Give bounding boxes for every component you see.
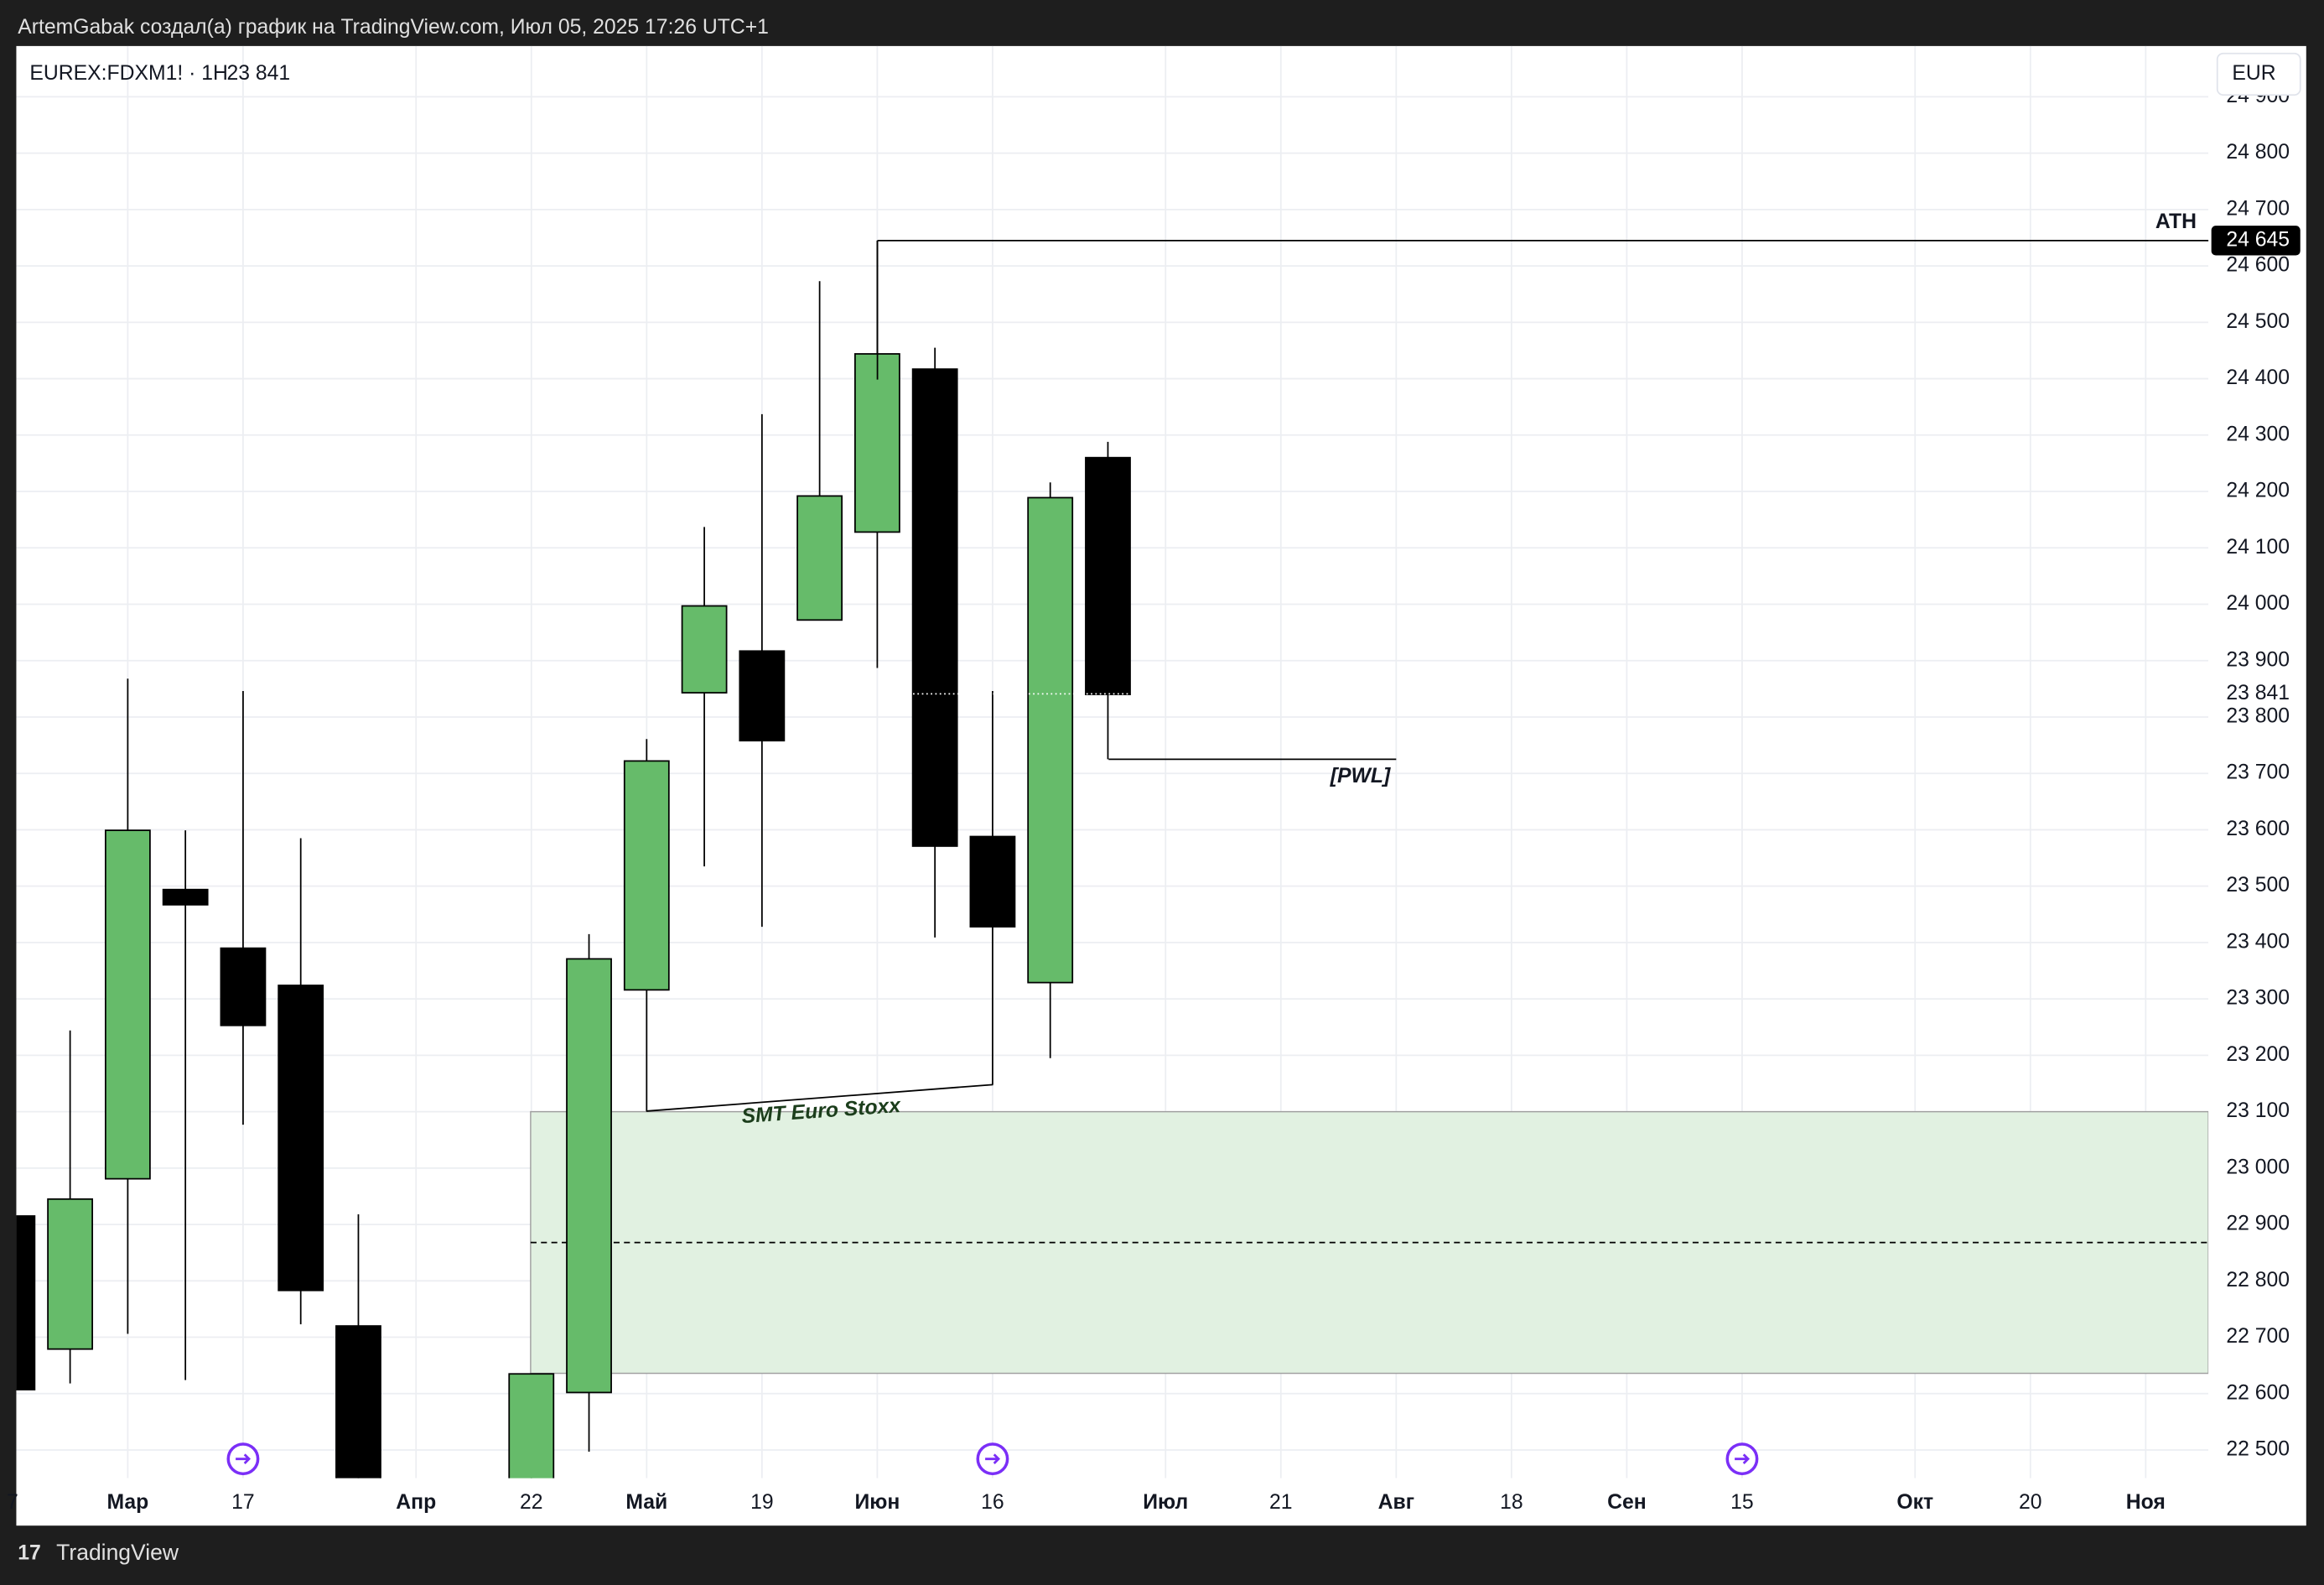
x-tick-label: 19 <box>750 1491 774 1514</box>
y-tick-label: 23 800 <box>2226 705 2290 728</box>
ath-price-box <box>2211 226 2301 256</box>
y-tick-label: 22 600 <box>2226 1381 2290 1404</box>
x-tick-label: 17 <box>231 1491 255 1514</box>
y-tick-label: 24 700 <box>2226 197 2290 220</box>
y-tick-label: 23 100 <box>2226 1099 2290 1122</box>
candle-body <box>796 495 843 621</box>
ath-text: ATH <box>2155 210 2197 233</box>
candle-body <box>335 1325 381 1478</box>
y-tick-label: 24 200 <box>2226 480 2290 502</box>
candle-body <box>1085 456 1131 695</box>
event-icon-arrow <box>985 1453 1001 1464</box>
y-tick-label: 23 200 <box>2226 1043 2290 1066</box>
candle-body <box>969 835 1016 928</box>
y-tick-label: 22 500 <box>2226 1438 2290 1461</box>
event-icon-arrow <box>236 1453 252 1464</box>
candle-body <box>1027 496 1074 984</box>
x-tick-label: Июл <box>1143 1491 1188 1514</box>
credit: ArtemGabak создал(а) график на TradingVi… <box>18 16 769 39</box>
candle-body <box>47 1198 94 1350</box>
x-tick-label: Апр <box>396 1491 436 1514</box>
candle-body <box>853 353 900 533</box>
event-icon-arrow <box>1735 1453 1751 1464</box>
x-tick-label: Авг <box>1378 1491 1414 1514</box>
y-tick-label: 24 000 <box>2226 592 2290 615</box>
y-tick-label: 22 900 <box>2226 1213 2290 1235</box>
candle-body <box>16 1215 36 1390</box>
y-tick-label: 22 700 <box>2226 1325 2290 1348</box>
candle-body <box>566 958 612 1394</box>
candle-body <box>911 368 958 847</box>
x-tick-label: 20 <box>2019 1491 2042 1514</box>
candle-body <box>739 650 786 742</box>
ath-price: 24 645 <box>2226 228 2290 251</box>
x-tick-label: 15 <box>1730 1491 1754 1514</box>
symbol: EUREX:FDXM1! · 1H <box>29 62 228 85</box>
currency[interactable]: EUR <box>2232 62 2275 85</box>
x-tick-label: 16 <box>981 1491 1004 1514</box>
x-tick-label: 7 <box>7 1491 18 1514</box>
y-tick-label: 24 600 <box>2226 254 2290 277</box>
currency-box[interactable] <box>2216 52 2301 96</box>
candle-body <box>623 760 670 991</box>
smt-line <box>646 1084 993 1112</box>
y-tick-label: 24 800 <box>2226 141 2290 164</box>
y-tick-label: 24 400 <box>2226 366 2290 389</box>
footer-logo: TradingView <box>56 1540 179 1565</box>
x-tick-label: Сен <box>1607 1491 1647 1514</box>
header-price: 23 841 <box>226 62 290 85</box>
x-tick-label: Июн <box>854 1491 900 1514</box>
x-tick-label: Окт <box>1896 1491 1933 1514</box>
logo-icon: 17 <box>18 1541 41 1564</box>
y-tick-label: 23 700 <box>2226 761 2290 784</box>
y-tick-label: 23 500 <box>2226 874 2290 896</box>
zone <box>530 1110 2209 1375</box>
x-tick-label: 21 <box>1269 1491 1293 1514</box>
x-tick-label: 18 <box>1500 1491 1523 1514</box>
y-tick-label: 23 400 <box>2226 930 2290 953</box>
x-tick-label: Май <box>625 1491 667 1514</box>
x-tick-label: Ноя <box>2126 1491 2166 1514</box>
candle-body <box>220 947 267 1026</box>
y-tick-label: 22 800 <box>2226 1269 2290 1291</box>
y-tick-label: 23 300 <box>2226 987 2290 1010</box>
last-price-label: 23 841 <box>2226 682 2290 704</box>
candle-body <box>681 605 728 694</box>
pwl-text: [PWL] <box>1330 765 1391 787</box>
y-tick-label: 24 100 <box>2226 536 2290 559</box>
candle-body <box>162 888 209 906</box>
y-tick-label: 23 000 <box>2226 1156 2290 1178</box>
y-tick-label: 24 500 <box>2226 310 2290 333</box>
candle-body <box>508 1373 555 1478</box>
x-tick-label: Мар <box>106 1491 148 1514</box>
candle-body <box>278 985 324 1291</box>
y-tick-label: 23 600 <box>2226 818 2290 840</box>
y-tick-label: 24 300 <box>2226 423 2290 445</box>
candle-body <box>104 829 151 1180</box>
x-tick-label: 22 <box>520 1491 543 1514</box>
y-tick-label: 23 900 <box>2226 648 2290 671</box>
